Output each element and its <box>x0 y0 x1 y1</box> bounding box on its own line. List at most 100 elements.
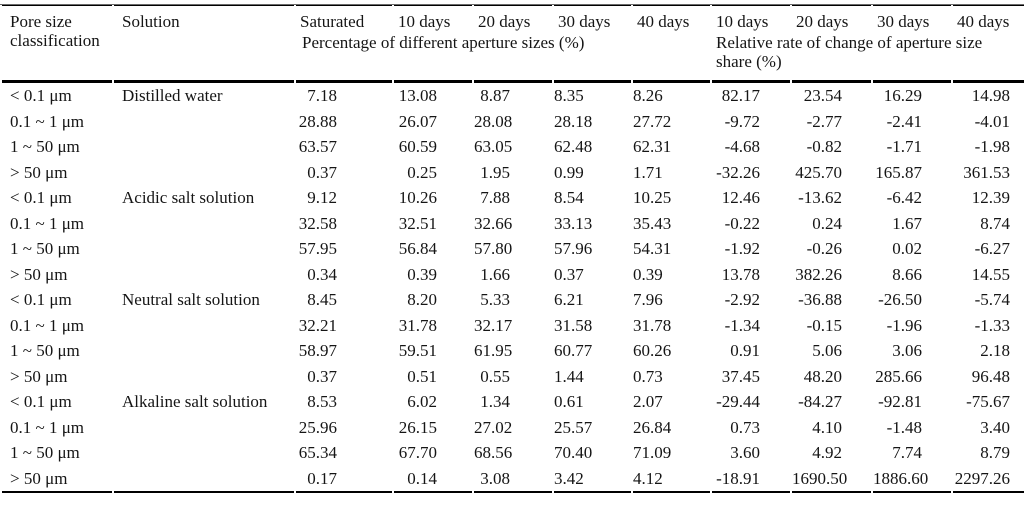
value-cell: -4.01 <box>974 111 1010 131</box>
solution-cell <box>114 313 294 339</box>
value-cell: 0.39 <box>633 264 663 284</box>
value-cell: 27.02 <box>474 417 513 437</box>
value-cell: 65.34 <box>298 443 337 462</box>
value-cell: -6.42 <box>886 188 922 207</box>
value-cell: 8.79 <box>980 443 1010 462</box>
value-cell: 12.39 <box>971 188 1010 207</box>
solution-cell <box>114 109 294 135</box>
pct-20-days-header: 20 days <box>474 4 552 31</box>
value-cell: 0.17 <box>296 466 392 493</box>
value-cell: 8.53 <box>307 392 337 411</box>
value-cell: -29.44 <box>716 392 760 411</box>
value-cell: 0.25 <box>407 162 437 182</box>
value-cell: 7.18 <box>296 80 392 109</box>
value-cell: 28.88 <box>298 111 337 131</box>
percentage-subtitle: Percentage of different aperture sizes (… <box>302 33 585 52</box>
value-cell: 4.10 <box>812 417 842 437</box>
value-cell: 2297.26 <box>953 466 1024 493</box>
value-cell: -26.50 <box>878 290 922 309</box>
value-cell: 16.29 <box>873 80 951 109</box>
table-row: 1 ~ 50 μm 63.57 60.59 63.05 62.48 62.31 -4.68 -… <box>2 134 1024 160</box>
value-cell: 10.26 <box>398 188 437 207</box>
value-cell: -92.81 <box>878 392 922 411</box>
value-cell: -0.22 <box>724 213 760 233</box>
value-cell: 96.48 <box>971 366 1010 386</box>
pore-size-cell: 0.1 ~ 1 μm <box>10 417 85 437</box>
solution-cell <box>114 134 294 160</box>
value-cell: 32.17 <box>474 315 513 335</box>
value-cell: 59.51 <box>398 341 437 360</box>
table-row: < 0.1 μm Acidic salt solution 9.12 10.26 7.8… <box>2 185 1024 211</box>
value-cell: 12.46 <box>721 188 760 207</box>
rate-20-days-header: 20 days <box>792 4 871 31</box>
value-cell: 0.14 <box>394 466 472 493</box>
value-cell: 63.57 <box>298 137 337 156</box>
value-cell: 0.37 <box>307 366 337 386</box>
value-cell: 23.54 <box>792 80 871 109</box>
value-cell: 7.96 <box>633 290 663 309</box>
pct-10-days-header: 10 days <box>394 4 472 31</box>
value-cell: 0.51 <box>407 366 437 386</box>
value-cell: 0.37 <box>554 264 584 284</box>
pct-40-days-header: 40 days <box>633 4 710 31</box>
solution-cell <box>114 364 294 390</box>
value-cell: 5.06 <box>812 341 842 360</box>
value-cell: 1886.60 <box>873 466 951 493</box>
value-cell: 165.87 <box>875 162 922 182</box>
value-cell: -4.68 <box>724 137 760 156</box>
value-cell: 60.77 <box>554 341 593 360</box>
table-row: > 50 μm 0.17 0.14 3.08 3.42 4.12 -18.91 1690.50… <box>2 466 1024 493</box>
pore-size-cell: < 0.1 μm <box>10 392 72 411</box>
value-cell: -2.41 <box>886 111 922 131</box>
value-cell: 13.78 <box>721 264 760 284</box>
value-cell: 0.24 <box>812 213 842 233</box>
pore-size-cell: 0.1 ~ 1 μm <box>10 111 85 131</box>
value-cell: 63.05 <box>474 137 513 156</box>
value-cell: 2.18 <box>980 341 1010 360</box>
value-cell: 0.55 <box>480 366 510 386</box>
solution-cell <box>114 211 294 237</box>
value-cell: 8.87 <box>474 80 552 109</box>
value-cell: 54.31 <box>633 239 672 258</box>
value-cell: 8.45 <box>307 290 337 309</box>
value-cell: 26.07 <box>398 111 437 131</box>
value-cell: 3.42 <box>554 466 631 493</box>
value-cell: 32.58 <box>298 213 337 233</box>
value-cell: -0.15 <box>806 315 842 335</box>
relative-rate-subtitle: Relative rate of change of aperture size… <box>712 31 1024 80</box>
pore-size-cell: 1 ~ 50 μm <box>10 239 80 258</box>
pore-size-cell: 1 ~ 50 μm <box>10 341 80 360</box>
value-cell: 382.26 <box>795 264 842 284</box>
pore-size-cell: 1 ~ 50 μm <box>10 137 80 156</box>
value-cell: 1.66 <box>480 264 510 284</box>
value-cell: 57.95 <box>298 239 337 258</box>
table-row: > 50 μm 0.34 0.39 1.66 0.37 0.39 13.78 382.26 8.… <box>2 262 1024 288</box>
table-row: 0.1 ~ 1 μm 28.88 26.07 28.08 28.18 27.72 -9.72… <box>2 109 1024 135</box>
table-row: 0.1 ~ 1 μm 25.96 26.15 27.02 25.57 26.84 0.73 4… <box>2 415 1024 441</box>
table-row: < 0.1 μm Alkaline salt solution 8.53 6.02 1.… <box>2 389 1024 415</box>
value-cell: 33.13 <box>554 213 593 233</box>
rate-40-days-header: 40 days <box>953 4 1024 31</box>
rate-10-days-header: 10 days <box>712 4 790 31</box>
value-cell: 9.12 <box>307 188 337 207</box>
value-cell: 14.98 <box>953 80 1024 109</box>
value-cell: 5.33 <box>480 290 510 309</box>
value-cell: -2.92 <box>724 290 760 309</box>
solution-cell <box>114 440 294 466</box>
value-cell: 4.12 <box>633 466 710 493</box>
value-cell: 56.84 <box>398 239 437 258</box>
value-cell: 48.20 <box>803 366 842 386</box>
value-cell: 26.15 <box>398 417 437 437</box>
pore-size-cell: > 50 μm <box>10 264 68 284</box>
solution-cell <box>114 262 294 288</box>
relative-rate-subtitle-line2: share (%) <box>716 52 782 71</box>
value-cell: 361.53 <box>963 162 1010 182</box>
value-cell: 0.99 <box>554 162 584 182</box>
value-cell: 31.78 <box>633 315 672 335</box>
value-cell: 3.40 <box>980 417 1010 437</box>
value-cell: -1.34 <box>724 315 760 335</box>
value-cell: 1.67 <box>892 213 922 233</box>
value-cell: 0.34 <box>307 264 337 284</box>
pore-size-cell: 1 ~ 50 μm <box>10 443 80 462</box>
value-cell: 8.35 <box>554 80 631 109</box>
